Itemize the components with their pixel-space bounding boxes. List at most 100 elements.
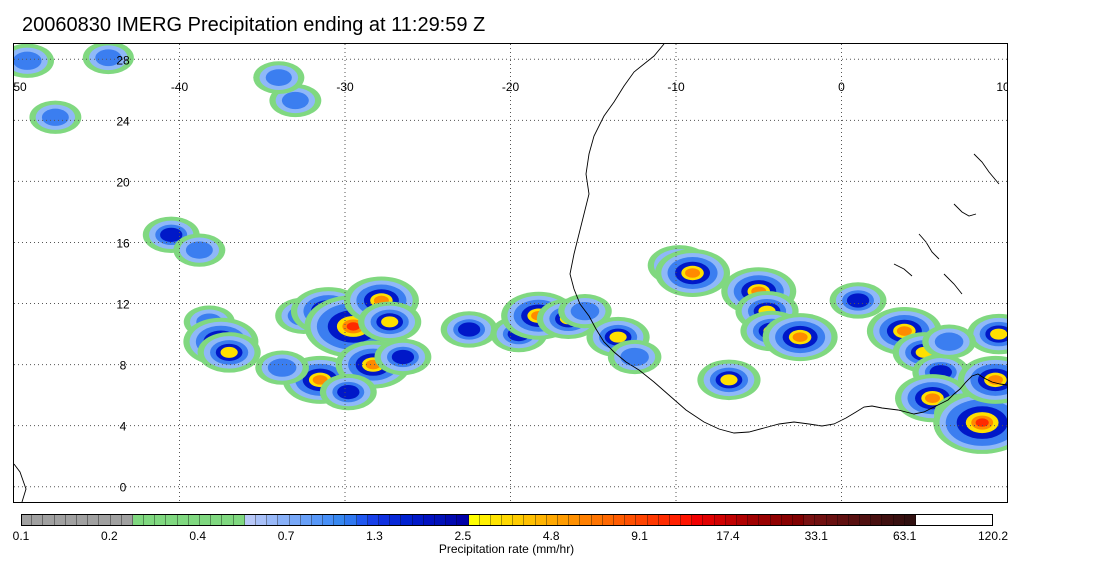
colorbar-cell (613, 514, 626, 526)
colorbar-cell (211, 514, 223, 526)
coastline-layer (14, 44, 1007, 502)
rain-cell (173, 233, 226, 267)
colorbar-cell (558, 514, 570, 526)
colorbar-cell (267, 514, 279, 526)
rain-cell-ring (975, 418, 989, 427)
grid-lines (14, 44, 1007, 502)
colorbar-cell (434, 514, 447, 526)
colorbar-cell (591, 514, 603, 526)
rain-cell-ring (220, 346, 238, 358)
colorbar-cell (837, 514, 849, 526)
colorbar-cell (401, 514, 413, 526)
colorbar-cell (759, 514, 771, 526)
rain-cell (255, 350, 309, 385)
rain-cell-ring (391, 349, 415, 365)
lat-tick-label: 12 (116, 298, 130, 312)
colorbar-label: 0.1 (12, 529, 30, 543)
coastline-west-africa (569, 44, 1007, 434)
colorbar-cell (860, 514, 872, 526)
rain-cell-ring (925, 393, 941, 403)
lon-tick-label: 0 (838, 80, 845, 94)
lat-tick-label: 4 (120, 420, 127, 434)
colorbar-cell (490, 514, 503, 526)
rain-cell-ring (281, 91, 309, 110)
rain-cell (14, 44, 55, 78)
rain-cell-ring (934, 332, 964, 351)
colorbar-cell (636, 514, 648, 526)
rain-cell-ring (990, 328, 1007, 340)
colorbar-cell (144, 514, 156, 526)
rain-cell (829, 282, 887, 319)
lat-tick-label: 8 (120, 359, 127, 373)
colorbar-cell (367, 514, 379, 526)
colorbar-label: 33.1 (804, 529, 828, 543)
rain-cell (762, 313, 838, 362)
colorbar-cell (222, 514, 234, 526)
colorbar-cell (188, 514, 200, 526)
colorbar-label: 17.4 (716, 529, 740, 543)
rain-cell (82, 44, 134, 75)
rain-cell-ring (185, 241, 213, 259)
map-panel: -50 -40 -30 -20 -10 0 10 28 24 20 16 12 8 4 0 (13, 43, 1008, 503)
rain-cell (374, 338, 432, 376)
colorbar-cell (21, 514, 33, 526)
colorbar-cell (200, 514, 212, 526)
colorbar-cell (848, 514, 861, 526)
lon-tick-label: -40 (171, 80, 189, 94)
coastline-islands (893, 153, 1000, 295)
colorbar-cell (244, 514, 256, 526)
rain-cell-ring (381, 316, 399, 328)
colorbar-cell (792, 514, 805, 526)
colorbar-cell (32, 514, 44, 526)
rain-cell (607, 339, 662, 375)
rain-cell (440, 311, 498, 348)
colorbar-cell (681, 514, 693, 526)
colorbar-cell (311, 514, 324, 526)
lat-tick-label: 0 (120, 481, 127, 495)
colorbar-cell (412, 514, 424, 526)
rain-cell (29, 100, 82, 134)
colorbar-label: 4.8 (542, 529, 560, 543)
colorbar-cell (703, 514, 715, 526)
colorbar-label: 0.2 (101, 529, 118, 543)
precipitation-map: -50 -40 -30 -20 -10 0 10 28 24 20 16 12 8 4 0 (14, 44, 1007, 502)
rain-cell (697, 359, 761, 401)
colorbar-cell (390, 514, 402, 526)
colorbar-cell (658, 514, 670, 526)
lat-tick-label: 24 (116, 114, 130, 128)
rain-cell-ring (896, 326, 912, 336)
rain-cell-ring (457, 322, 481, 337)
colorbar-cell (580, 514, 592, 526)
colorbar-label: 1.3 (366, 529, 383, 543)
colorbar-cell (725, 514, 737, 526)
rain-cell (922, 324, 976, 359)
rain-cell-ring (41, 108, 69, 126)
rain-cell (358, 301, 422, 343)
colorbar-cell (669, 514, 682, 526)
colorbar-cell (323, 514, 335, 526)
colorbar-cell (804, 514, 816, 526)
colorbar-cell (88, 514, 100, 526)
rain-cell-ring (685, 268, 701, 278)
colorbar-cell (345, 514, 357, 526)
colorbar-label: 63.1 (892, 529, 917, 543)
colorbar-cell (132, 514, 145, 526)
lat-tick-label: 20 (116, 175, 130, 189)
colorbar-cell (356, 514, 368, 526)
colorbar-cell (166, 514, 178, 526)
colorbar-cell (815, 514, 827, 526)
colorbar-cell (871, 514, 883, 526)
rain-cell-ring (160, 227, 183, 242)
colorbar-label: 0.7 (277, 529, 295, 543)
axis-tick-labels: -50 -40 -30 -20 -10 0 10 28 24 20 16 12 8 4 0 (14, 53, 1007, 494)
colorbar-cell (479, 514, 491, 526)
colorbar-cell (255, 514, 268, 526)
colorbar-cell (569, 514, 581, 526)
chart-title: 20060830 IMERG Precipitation ending at 1… (22, 14, 486, 36)
colorbar-cell (647, 514, 659, 526)
colorbar-cell (457, 514, 469, 526)
colorbar-label: 120.2 (977, 529, 1009, 543)
rain-cell (655, 248, 731, 298)
rain-cell-ring (14, 51, 42, 70)
colorbar-cell (423, 514, 435, 526)
